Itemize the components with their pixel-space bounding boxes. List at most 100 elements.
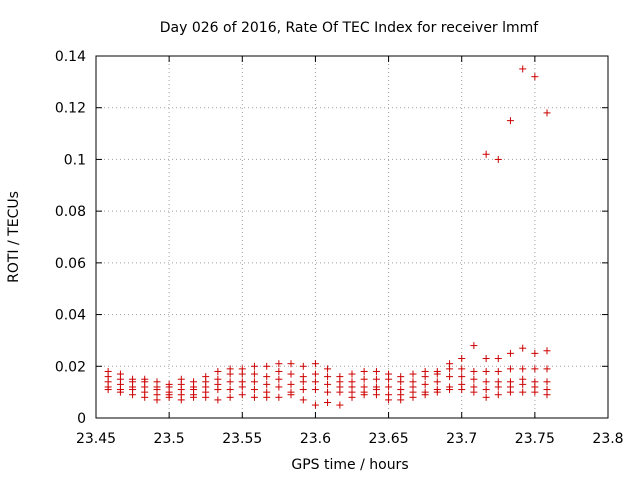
data-point: [360, 375, 368, 383]
data-point: [421, 373, 429, 381]
data-point: [421, 380, 429, 388]
data-point: [543, 347, 551, 355]
data-point: [275, 393, 283, 401]
data-point: [250, 393, 258, 401]
data-point: [311, 378, 319, 386]
data-point: [446, 365, 454, 373]
data-point: [116, 388, 124, 396]
data-point: [226, 370, 234, 378]
data-point: [385, 375, 393, 383]
data-point: [104, 386, 112, 394]
data-point: [458, 365, 466, 373]
data-point: [372, 367, 380, 375]
y-tick-label: 0.12: [55, 101, 86, 117]
data-point: [287, 370, 295, 378]
data-point: [238, 391, 246, 399]
data-point: [165, 393, 173, 401]
data-point: [409, 370, 417, 378]
data-point: [482, 355, 490, 363]
data-point: [531, 349, 539, 357]
data-point: [446, 386, 454, 394]
data-point: [458, 355, 466, 363]
data-point: [153, 396, 161, 404]
data-point: [311, 386, 319, 394]
data-point: [275, 375, 283, 383]
data-point: [372, 391, 380, 399]
data-point: [360, 391, 368, 399]
y-tick-label: 0.02: [55, 359, 86, 375]
data-point: [482, 393, 490, 401]
data-point: [543, 378, 551, 386]
data-point: [263, 362, 271, 370]
data-point: [433, 370, 441, 378]
data-point: [190, 393, 198, 401]
data-point: [531, 388, 539, 396]
data-point: [275, 383, 283, 391]
data-point: [397, 378, 405, 386]
data-point: [299, 386, 307, 394]
data-point: [226, 386, 234, 394]
data-point: [263, 380, 271, 388]
y-tick-label: 0.14: [55, 49, 86, 65]
data-point: [275, 360, 283, 368]
data-points: [104, 65, 551, 409]
y-tick-label: 0.1: [64, 152, 86, 168]
data-point: [238, 383, 246, 391]
data-point: [506, 388, 514, 396]
data-point: [299, 396, 307, 404]
data-point: [214, 386, 222, 394]
x-tick-label: 23.45: [76, 431, 116, 447]
x-tick-labels: 23.45 23.5 23.55 23.6 23.65 23.7 23.75 23.8: [76, 431, 624, 447]
data-point: [543, 365, 551, 373]
data-point: [482, 386, 490, 394]
data-point: [531, 73, 539, 81]
data-point: [214, 396, 222, 404]
data-point: [141, 393, 149, 401]
data-point: [385, 396, 393, 404]
data-point: [470, 375, 478, 383]
data-point: [202, 393, 210, 401]
data-point: [519, 65, 527, 73]
data-point: [336, 401, 344, 409]
data-point: [531, 365, 539, 373]
x-tick-label: 23.8: [592, 431, 623, 447]
data-point: [250, 378, 258, 386]
data-point: [458, 373, 466, 381]
x-axis-label: GPS time / hours: [291, 457, 408, 473]
data-point: [506, 349, 514, 357]
data-point: [348, 370, 356, 378]
data-point: [470, 367, 478, 375]
data-point: [482, 367, 490, 375]
y-tick-label: 0.08: [55, 204, 86, 220]
data-point: [324, 380, 332, 388]
data-point: [433, 378, 441, 386]
data-point: [324, 398, 332, 406]
data-point: [494, 391, 502, 399]
data-point: [311, 360, 319, 368]
data-point: [299, 362, 307, 370]
y-tick-label: 0.06: [55, 256, 86, 272]
y-tick-labels: 0 0.02 0.04 0.06 0.08 0.1 0.12 0.14: [55, 49, 86, 427]
y-axis-label: ROTI / TECUs: [6, 191, 22, 283]
grid-lines: [96, 56, 608, 418]
x-tick-label: 23.5: [154, 431, 185, 447]
data-point: [324, 388, 332, 396]
y-tick-label: 0: [77, 411, 86, 427]
data-point: [482, 150, 490, 158]
data-point: [409, 393, 417, 401]
data-point: [287, 391, 295, 399]
data-point: [311, 401, 319, 409]
data-point: [494, 355, 502, 363]
data-point: [385, 383, 393, 391]
data-point: [263, 373, 271, 381]
data-point: [214, 367, 222, 375]
data-point: [494, 367, 502, 375]
data-point: [238, 370, 246, 378]
data-point: [433, 388, 441, 396]
data-point: [494, 155, 502, 163]
x-tick-label: 23.7: [446, 431, 477, 447]
data-point: [324, 365, 332, 373]
data-point: [458, 386, 466, 394]
data-point: [519, 388, 527, 396]
data-point: [324, 373, 332, 381]
